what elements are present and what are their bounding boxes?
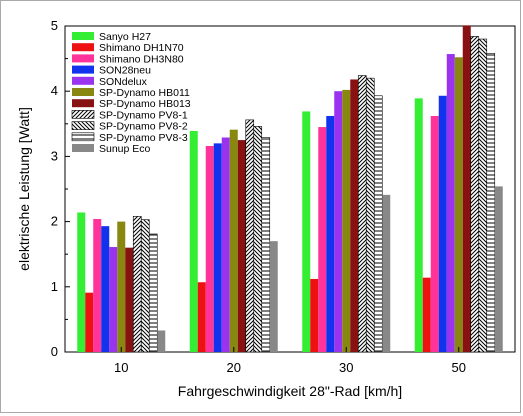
- bar: [326, 115, 335, 352]
- bar: [125, 247, 134, 352]
- legend-swatch: [72, 88, 94, 96]
- plot-area: 0 1 2 3 4 5 10 20 30 50: [51, 18, 516, 375]
- x-tick-label: 20: [227, 360, 241, 375]
- x-axis-ticks: 10 20 30 50: [114, 347, 466, 375]
- y-tick-label: 1: [51, 279, 58, 294]
- y-axis-title: elektrische Leistung [Watt]: [16, 107, 32, 271]
- bar: [470, 36, 480, 353]
- bar: [302, 111, 311, 352]
- bar: [357, 75, 367, 353]
- bar: [382, 194, 391, 352]
- legend-label: Sunup Eco: [99, 143, 151, 155]
- bar: [77, 212, 86, 352]
- legend-label: Shimano DH1N70: [99, 42, 184, 54]
- bar: [140, 219, 150, 353]
- bar: [334, 91, 343, 352]
- legend-swatch: [71, 121, 95, 130]
- bar: [117, 221, 126, 352]
- legend-label: SON28neu: [99, 65, 151, 77]
- legend-label: SP-Dynamo HB013: [99, 98, 191, 110]
- bar: [478, 38, 488, 353]
- bar: [318, 127, 327, 352]
- x-tick-label: 50: [452, 360, 466, 375]
- bar: [157, 330, 166, 352]
- legend-swatch: [72, 32, 94, 40]
- bar: [213, 143, 222, 352]
- bar: [446, 54, 455, 352]
- bar: [132, 216, 142, 353]
- legend-swatch: [71, 110, 95, 119]
- legend-swatch: [71, 132, 95, 142]
- bar: [454, 57, 463, 353]
- y-tick-label: 3: [51, 148, 58, 163]
- bar: [462, 25, 471, 353]
- bar: [101, 226, 110, 352]
- bar: [148, 233, 158, 353]
- bar: [85, 292, 94, 352]
- bar: [189, 130, 198, 352]
- legend-swatch: [72, 76, 94, 85]
- legend-swatch: [72, 65, 94, 74]
- bar: [229, 129, 238, 352]
- bar: [253, 126, 263, 353]
- bar: [205, 145, 214, 352]
- legend-swatch: [72, 99, 94, 108]
- bar: [430, 115, 439, 352]
- bar: [310, 278, 319, 352]
- legend-label: SP-Dynamo HB011: [99, 87, 190, 99]
- x-axis-title: Fahrgeschwindigkeit 28"-Rad [km/h]: [178, 383, 402, 399]
- legend-label: Shimano DH3N80: [99, 53, 184, 65]
- bar: [494, 186, 503, 352]
- bars: [77, 25, 503, 353]
- bar: [438, 95, 447, 352]
- bar: [197, 282, 206, 352]
- x-tick-label: 10: [114, 360, 128, 375]
- x-tick-label: 30: [339, 360, 353, 375]
- bar: [365, 77, 375, 353]
- legend-label: SP-Dynamo PV8-1: [99, 109, 188, 121]
- legend-swatch: [72, 43, 94, 52]
- legend-label: SP-Dynamo PV8-2: [99, 121, 188, 133]
- bar: [414, 98, 423, 352]
- legend-swatch: [72, 144, 94, 152]
- bar: [261, 137, 271, 353]
- y-tick-label: 4: [51, 83, 58, 98]
- bar: [373, 95, 383, 353]
- y-tick-label: 0: [51, 344, 58, 359]
- legend-swatch: [72, 54, 94, 63]
- legend-label: Sanyo H27: [99, 31, 151, 43]
- bar: [422, 277, 431, 352]
- bar: [350, 79, 359, 353]
- bar: [109, 247, 118, 352]
- y-tick-label: 2: [51, 214, 58, 229]
- bar: [245, 119, 255, 353]
- bar: [486, 53, 496, 353]
- bar: [269, 241, 278, 352]
- bar: [237, 140, 246, 352]
- legend-label: SP-Dynamo PV8-3: [99, 132, 188, 144]
- y-axis-ticks: 0 1 2 3 4 5: [51, 18, 70, 359]
- y-tick-label: 5: [51, 18, 58, 33]
- bar: [93, 218, 102, 352]
- bar: [342, 89, 351, 353]
- legend-label: SONdelux: [99, 76, 148, 88]
- bar: [221, 137, 230, 352]
